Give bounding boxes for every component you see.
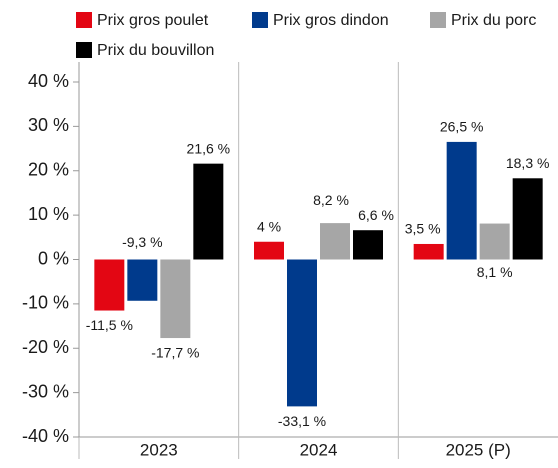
legend-swatch [76,42,92,58]
data-label: 4 % [257,218,281,234]
data-label: 3,5 % [405,221,441,237]
data-label: -9,3 % [122,234,162,250]
x-tick-label: 2024 [300,440,338,459]
y-tick-label: 10 % [28,204,69,224]
bar [320,223,350,260]
legend-swatch [76,12,92,28]
data-label: -11,5 % [86,317,133,333]
data-label: 18,3 % [506,155,550,171]
data-label: -17,7 % [151,345,199,361]
y-tick-label: -40 % [22,426,69,446]
legend-swatch [252,12,268,28]
bar [446,141,477,260]
data-label: 8,2 % [313,192,349,208]
legend-swatch [430,12,446,28]
legend-label: Prix gros dindon [273,12,389,29]
bar [353,230,383,260]
data-label: 21,6 % [187,140,231,156]
bar [254,241,284,260]
legend-label: Prix du bouvillon [97,42,214,59]
bar [193,163,224,260]
bar [160,259,191,339]
y-tick-label: 20 % [28,160,69,180]
bar [512,178,543,260]
y-tick-label: 30 % [28,115,69,135]
y-tick-label: -10 % [22,293,69,313]
bar [94,259,125,311]
bar [127,259,158,301]
bar [287,259,317,407]
y-tick-label: 0 % [38,248,69,268]
legend-label: Prix du porc [451,12,536,29]
data-label: 6,6 % [358,207,394,223]
data-label: -33,1 % [278,413,326,429]
y-tick-label: 40 % [28,71,69,91]
x-tick-label: 2025 (P) [446,440,511,459]
data-label: 26,5 % [440,119,484,135]
data-label: 8,1 % [477,264,513,280]
y-tick-label: -30 % [22,381,69,401]
bar [413,243,444,260]
x-tick-label: 2023 [140,440,178,459]
bar [479,223,510,260]
legend-label: Prix gros poulet [97,12,209,29]
y-tick-label: -20 % [22,337,69,357]
